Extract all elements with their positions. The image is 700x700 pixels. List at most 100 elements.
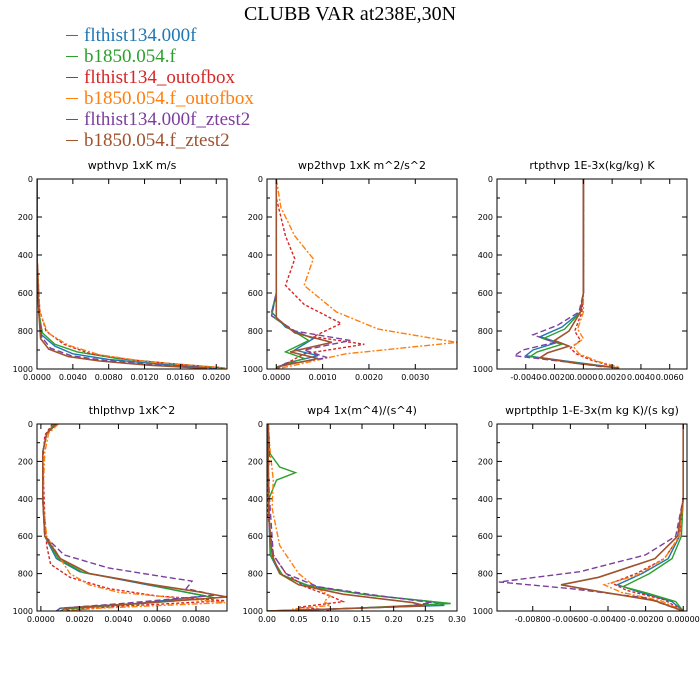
y-tick-label: 0 (28, 420, 33, 429)
y-tick-label: 200 (478, 213, 493, 222)
y-tick-label: 800 (478, 327, 493, 336)
y-tick-label: 600 (248, 289, 263, 298)
y-tick-label: 400 (478, 251, 493, 260)
x-tick-label: -0.00600 (552, 615, 588, 624)
y-tick-label: 1000 (13, 365, 33, 374)
x-tick-label: 0.0120 (131, 373, 159, 382)
legend-item: b1850.054.f_ztest2 (66, 130, 254, 151)
y-tick-label: 200 (248, 457, 263, 466)
panel-title: wprtpthlp 1-E-3x(m kg K)/(s kg) (505, 404, 679, 417)
y-tick-label: 600 (248, 532, 263, 541)
panel-3: rtpthvp 1E-3x(kg/kg) K 0 200 400 600 800 1000 -… (473, 159, 688, 382)
x-tick-label: -0.00800 (515, 615, 551, 624)
legend-item: b1850.054.f (66, 46, 254, 67)
x-tick-label: 0.0000 (23, 373, 51, 382)
panel-frame (496, 423, 688, 612)
y-tick-label: 200 (248, 213, 263, 222)
x-tick-label: 0.0060 (143, 615, 171, 624)
x-tick-label: 0.00 (258, 615, 276, 624)
y-tick-label: 200 (18, 213, 33, 222)
series-line (37, 179, 212, 369)
y-tick-label: 1000 (473, 607, 493, 616)
legend-swatch (66, 56, 78, 57)
x-tick-label: 0.0000 (262, 373, 290, 382)
series-line (560, 424, 684, 611)
x-tick-label: -0.0020 (539, 373, 570, 382)
panel-title: wpthvp 1xK m/s (88, 159, 177, 172)
series-line (538, 179, 620, 369)
x-tick-label: -0.00200 (628, 615, 664, 624)
x-tick-label: 0.30 (448, 615, 466, 624)
y-tick-label: 1000 (243, 365, 263, 374)
series-line (498, 424, 684, 611)
legend-item: b1850.054.f_outofbox (66, 88, 254, 109)
series-line (528, 179, 616, 369)
x-tick-label: 0.0060 (656, 373, 684, 382)
x-tick-label: -0.00400 (590, 615, 626, 624)
x-tick-label: 0.0020 (66, 615, 94, 624)
y-tick-label: 0 (28, 175, 33, 184)
legend-label: flthist134.000f_ztest2 (84, 108, 251, 130)
x-tick-label: 0.0020 (355, 373, 383, 382)
panel-frame (496, 178, 688, 370)
x-tick-label: 0.0000 (569, 373, 597, 382)
x-tick-label: 0.0030 (401, 373, 429, 382)
x-tick-label: 0.10 (321, 615, 339, 624)
x-tick-label: 0.15 (353, 615, 371, 624)
series-line (37, 179, 208, 369)
legend-item: flthist134_outofbox (66, 67, 254, 88)
x-tick-label: 0.0010 (309, 373, 337, 382)
legend-swatch (66, 35, 78, 36)
y-tick-label: 800 (248, 327, 263, 336)
series-line (42, 424, 216, 611)
y-tick-label: 1000 (13, 607, 33, 616)
panel-frame (36, 178, 228, 370)
y-tick-label: 0 (488, 175, 493, 184)
x-tick-label: 0.0200 (202, 373, 230, 382)
series-line (42, 424, 227, 611)
series-line (275, 179, 333, 369)
y-tick-label: 400 (248, 251, 263, 260)
x-tick-label: 0.0020 (598, 373, 626, 382)
y-tick-label: 1000 (243, 607, 263, 616)
panel-6: wprtpthlp 1-E-3x(m kg K)/(s kg) 0 200 400 60… (473, 404, 700, 624)
series-line (42, 424, 216, 611)
x-tick-label: 0.00000 (667, 615, 700, 624)
series-line (512, 179, 606, 368)
panel-title: thlpthvp 1xK^2 (89, 404, 176, 417)
legend-swatch (66, 98, 78, 99)
legend-label: flthist134.000f (84, 24, 197, 46)
series-line (602, 424, 684, 611)
figure-title: CLUBB VAR at238E,30N (243, 3, 457, 25)
y-tick-label: 800 (478, 570, 493, 579)
legend: flthist134.000f b1850.054.f flthist134_out… (66, 25, 254, 151)
legend-label: flthist134_outofbox (84, 66, 235, 88)
legend-swatch (66, 119, 78, 120)
y-tick-label: 800 (248, 570, 263, 579)
series-line (572, 179, 620, 368)
series-line (37, 179, 221, 369)
legend-label: b1850.054.f_ztest2 (84, 129, 230, 151)
y-tick-label: 0 (258, 420, 263, 429)
legend-label: b1850.054.f_outofbox (84, 87, 254, 109)
panel-title: wp4 1x(m^4)/(s^4) (307, 404, 417, 417)
series-line (37, 179, 226, 369)
y-tick-label: 400 (478, 495, 493, 504)
series-line (42, 424, 226, 611)
y-tick-label: 400 (18, 495, 33, 504)
series-line (267, 424, 451, 611)
x-tick-label: 0.05 (290, 615, 308, 624)
panel-frame (36, 423, 228, 612)
series-line (524, 179, 613, 368)
panel-frame (266, 178, 458, 370)
panel-2: wp2thvp 1xK m^2/s^2020040060080010000.00… (243, 159, 458, 382)
series-line (267, 424, 333, 611)
x-tick-label: 0.0040 (59, 373, 87, 382)
x-tick-label: 0.0040 (627, 373, 655, 382)
x-tick-label: -0.0040 (510, 373, 541, 382)
series-line (569, 179, 613, 367)
legend-swatch (66, 140, 78, 141)
